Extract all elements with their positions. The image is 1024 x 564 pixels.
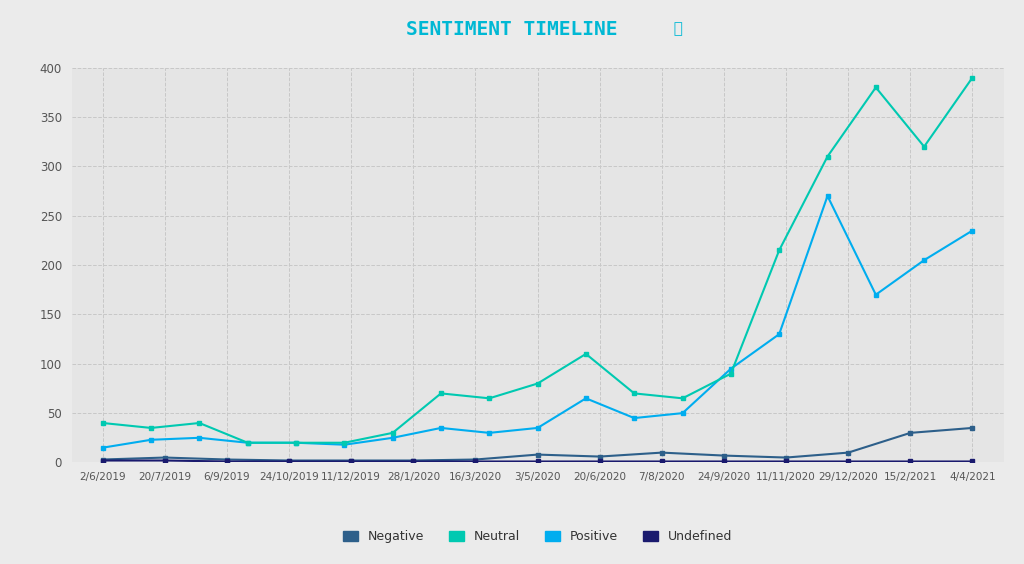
Negative — [96, 456, 109, 463]
Undefined — [283, 458, 295, 465]
Negative — [221, 456, 233, 463]
Negative — [469, 456, 481, 463]
Negative — [531, 451, 544, 458]
Negative — [780, 454, 793, 461]
Positive — [725, 365, 737, 372]
Positive — [821, 193, 834, 200]
Undefined — [842, 458, 854, 465]
Negative — [345, 457, 357, 464]
Positive — [967, 227, 979, 234]
Positive — [435, 425, 447, 431]
Positive — [580, 395, 592, 402]
Neutral — [531, 380, 544, 387]
Neutral — [194, 420, 206, 426]
Undefined — [655, 458, 668, 465]
Positive — [96, 444, 109, 451]
Negative — [904, 430, 916, 437]
Neutral — [242, 439, 254, 446]
Neutral — [918, 143, 930, 150]
Negative — [842, 449, 854, 456]
Negative — [594, 453, 606, 460]
Neutral — [773, 247, 785, 254]
Positive — [677, 409, 689, 416]
Positive — [290, 439, 302, 446]
Undefined — [96, 457, 109, 464]
Neutral — [96, 420, 109, 426]
Positive — [145, 437, 158, 443]
Line: Positive: Positive — [100, 193, 975, 450]
Text: ⓘ: ⓘ — [664, 21, 682, 37]
Undefined — [159, 457, 171, 464]
Neutral — [725, 370, 737, 377]
Positive — [918, 257, 930, 263]
Neutral — [869, 84, 882, 91]
Positive — [386, 434, 398, 441]
Neutral — [821, 153, 834, 160]
Negative — [408, 457, 420, 464]
Neutral — [435, 390, 447, 397]
Undefined — [718, 458, 730, 465]
Positive — [869, 291, 882, 298]
Text: SENTIMENT TIMELINE: SENTIMENT TIMELINE — [407, 20, 617, 39]
Legend: Negative, Neutral, Positive, Undefined: Negative, Neutral, Positive, Undefined — [343, 530, 732, 543]
Neutral — [580, 350, 592, 358]
Negative — [283, 457, 295, 464]
Neutral — [145, 425, 158, 431]
Neutral — [628, 390, 640, 397]
Neutral — [677, 395, 689, 402]
Neutral — [338, 439, 350, 446]
Undefined — [780, 458, 793, 465]
Positive — [773, 331, 785, 337]
Line: Undefined: Undefined — [100, 458, 975, 464]
Undefined — [408, 458, 420, 465]
Positive — [338, 441, 350, 448]
Undefined — [904, 458, 916, 465]
Positive — [242, 439, 254, 446]
Undefined — [469, 458, 481, 465]
Line: Neutral: Neutral — [100, 75, 975, 445]
Positive — [194, 434, 206, 441]
Undefined — [531, 458, 544, 465]
Negative — [718, 452, 730, 459]
Positive — [483, 430, 496, 437]
Negative — [159, 454, 171, 461]
Neutral — [967, 74, 979, 81]
Neutral — [483, 395, 496, 402]
Negative — [655, 449, 668, 456]
Neutral — [386, 430, 398, 437]
Neutral — [290, 439, 302, 446]
Positive — [531, 425, 544, 431]
Undefined — [221, 458, 233, 465]
Undefined — [345, 458, 357, 465]
Line: Negative: Negative — [100, 425, 975, 463]
Undefined — [594, 458, 606, 465]
Negative — [967, 425, 979, 431]
Undefined — [967, 458, 979, 465]
Positive — [628, 415, 640, 421]
